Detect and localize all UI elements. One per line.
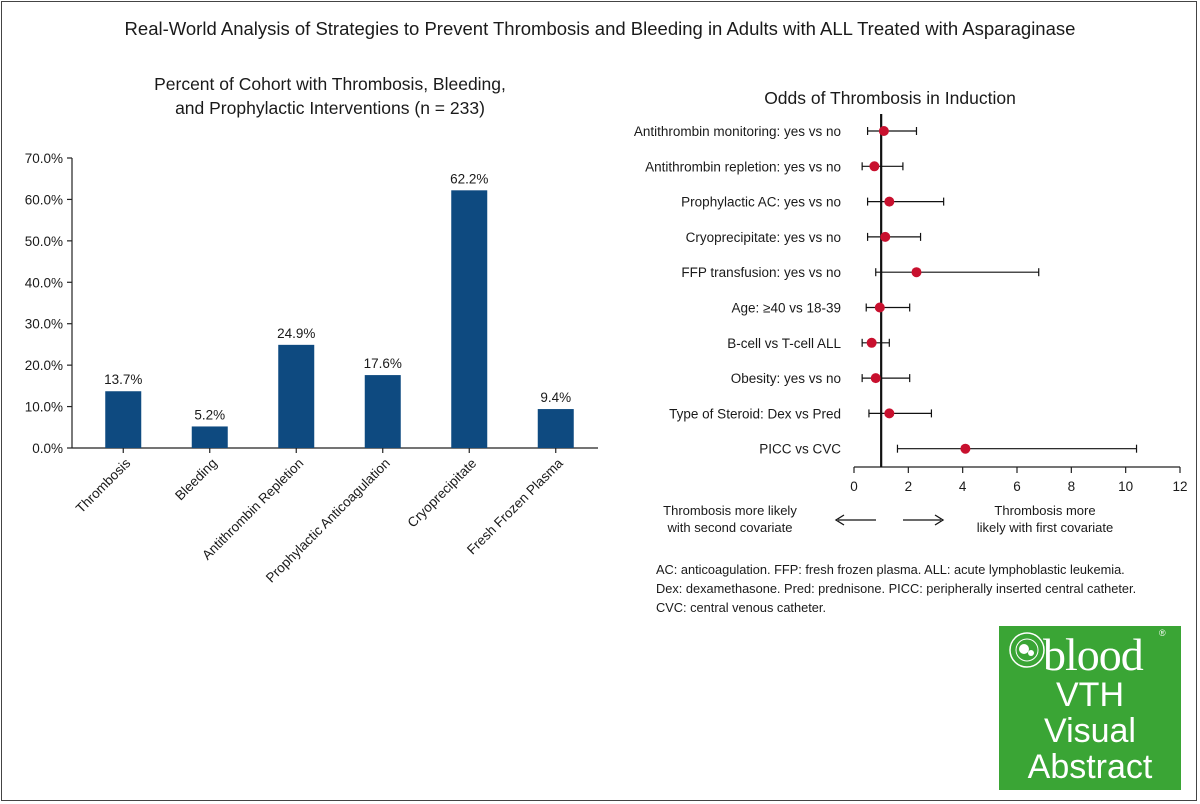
forest-x-tick-label: 10	[1118, 479, 1133, 494]
bar	[105, 391, 142, 448]
bar	[537, 409, 574, 448]
arrow-left-icon	[834, 514, 876, 526]
arrow-left-label: Thrombosis more likely with second covar…	[630, 502, 830, 536]
main-title: Real-World Analysis of Strategies to Pre…	[124, 18, 1076, 39]
forest-x-tick-label: 8	[1068, 479, 1076, 494]
odds-ratio-point	[911, 267, 922, 278]
odds-ratio-point	[878, 126, 889, 136]
forest-plot-title: Odds of Thrombosis in Induction	[764, 88, 1016, 108]
bar-chart: 0.0% 10.0% 20.0% 30.0% 40.0% 50.0% 60.0% 70.0% 1…	[25, 151, 598, 586]
footnote-line-2: Dex: dexamethasone. Pred: prednisone. PI…	[656, 581, 1137, 596]
odds-ratio-point	[884, 408, 895, 419]
blood-vth-logo: blood ® VTH Visual Abstract	[999, 626, 1181, 790]
forest-row-label: FFP transfusion: yes vs no	[681, 265, 841, 280]
arrow-right-label-line-2: likely with first covariate	[976, 520, 1114, 535]
logo-line-abstract: Abstract	[1027, 748, 1153, 786]
logo-registered-mark: ®	[1159, 628, 1166, 638]
odds-ratio-point	[884, 196, 895, 207]
logo-line-vth: VTH	[1056, 676, 1124, 714]
logo-brand: blood	[1043, 629, 1144, 680]
logo-line-visual: Visual	[1044, 712, 1136, 750]
forest-row-label: Age: ≥40 vs 18-39	[732, 301, 841, 316]
x-tick-label: Fresh Frozen Plasma	[464, 455, 566, 557]
odds-ratio-point	[880, 231, 891, 242]
arrow-right-icon	[903, 514, 945, 526]
x-tick-label: Bleeding	[172, 456, 220, 504]
bar	[278, 344, 315, 448]
bar-chart-title-line-1: Percent of Cohort with Thrombosis, Bleed…	[154, 74, 506, 94]
bar-value-label: 62.2%	[450, 171, 488, 186]
y-tick-label: 0.0%	[32, 441, 63, 456]
forest-row-label: Obesity: yes vs no	[731, 371, 841, 386]
forest-x-tick-label: 6	[1013, 479, 1021, 494]
x-tick-label: Thrombosis	[73, 455, 134, 516]
forest-x-tick-label: 0	[850, 479, 858, 494]
forest-plot: 0 2 4 6 8 10 12 Antithrombin monitoring: yes vs…	[634, 114, 1188, 494]
forest-x-tick-label: 12	[1172, 479, 1187, 494]
forest-row-label: Type of Steroid: Dex vs Pred	[669, 406, 841, 421]
bar-chart-title-line-2: and Prophylactic Interventions (n = 233)	[175, 98, 485, 118]
bar-value-label: 9.4%	[540, 390, 571, 405]
forest-x-tick-label: 2	[905, 479, 913, 494]
bar-value-label: 13.7%	[104, 372, 142, 387]
forest-x-tick-label: 4	[959, 479, 967, 494]
arrow-right-label-line-1: Thrombosis more	[994, 503, 1096, 518]
forest-row-label: Antithrombin repletion: yes vs no	[645, 159, 841, 174]
y-tick-label: 60.0%	[25, 192, 63, 207]
bar	[364, 375, 401, 448]
arrow-left-label-line-1: Thrombosis more likely	[663, 503, 797, 518]
footnote: AC: anticoagulation. FFP: fresh frozen p…	[656, 560, 1196, 617]
y-tick-label: 70.0%	[25, 151, 63, 166]
society-seal-icon	[1009, 632, 1045, 668]
bar-chart-title: Percent of Cohort with Thrombosis, Bleed…	[100, 72, 560, 120]
forest-row-label: PICC vs CVC	[759, 442, 841, 457]
odds-ratio-point	[869, 161, 880, 172]
direction-arrows	[834, 514, 945, 526]
y-tick-label: 30.0%	[25, 317, 63, 332]
forest-row-label: B-cell vs T-cell ALL	[727, 336, 841, 351]
bar	[451, 190, 488, 449]
y-tick-label: 20.0%	[25, 358, 63, 373]
arrow-left-label-line-2: with second covariate	[667, 520, 793, 535]
bar	[191, 426, 228, 448]
y-tick-label: 50.0%	[25, 234, 63, 249]
odds-ratio-point	[870, 373, 881, 384]
forest-row-label: Prophylactic AC: yes vs no	[681, 195, 841, 210]
forest-row-label: Antithrombin monitoring: yes vs no	[634, 124, 841, 139]
odds-ratio-point	[960, 443, 971, 454]
y-tick-label: 10.0%	[25, 400, 63, 415]
bar-value-label: 24.9%	[277, 326, 315, 341]
arrow-right-label: Thrombosis more likely with first covari…	[945, 502, 1145, 536]
bar-value-label: 17.6%	[364, 356, 402, 371]
footnote-line-3: CVC: central venous catheter.	[656, 600, 827, 615]
footnote-line-1: AC: anticoagulation. FFP: fresh frozen p…	[656, 562, 1125, 577]
bar-value-label: 5.2%	[194, 407, 225, 422]
odds-ratio-point	[874, 302, 885, 313]
y-tick-label: 40.0%	[25, 275, 63, 290]
x-tick-label: Cryoprecipitate	[405, 456, 480, 531]
forest-row-label: Cryoprecipitate: yes vs no	[686, 230, 841, 245]
odds-ratio-point	[866, 337, 877, 348]
